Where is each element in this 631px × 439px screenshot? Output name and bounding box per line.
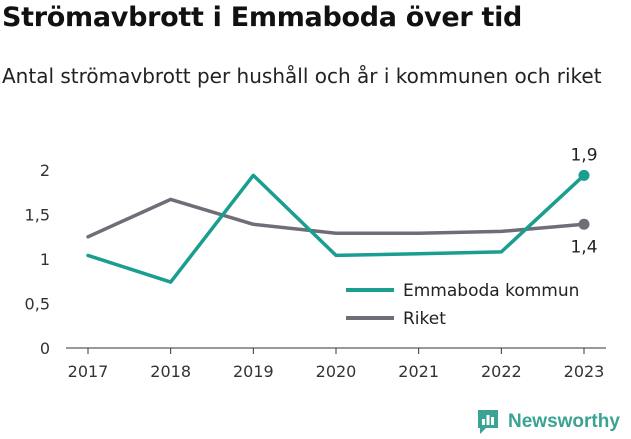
end-label-riket: 1,4 [570, 237, 597, 257]
y-tick-label: 2 [40, 161, 50, 180]
x-tick-label: 2020 [316, 362, 357, 381]
x-tick-label: 2018 [150, 362, 191, 381]
x-tick-label: 2019 [233, 362, 274, 381]
brand-name: Newsworthy [508, 411, 620, 432]
y-tick-label: 0,5 [25, 295, 50, 314]
newsworthy-logo-icon [478, 410, 498, 434]
end-point-riket [578, 218, 590, 230]
x-tick-label: 2022 [481, 362, 522, 381]
y-tick-label: 1,5 [25, 206, 50, 225]
end-point-emmaboda-kommun [578, 169, 590, 181]
x-tick-label: 2021 [398, 362, 439, 381]
x-tick-label: 2023 [564, 362, 605, 381]
chart-title: Strömavbrott i Emmaboda över tid [2, 2, 523, 33]
series-line-emmaboda-kommun [86, 173, 586, 284]
brand-logo: Newsworthy [476, 407, 620, 437]
end-label-emmaboda: 1,9 [570, 145, 597, 165]
y-tick-label: 1 [40, 250, 50, 269]
x-tick-label: 2017 [68, 362, 109, 381]
series-line-riket [86, 197, 586, 239]
legend-label: Emmaboda kommun [403, 281, 579, 301]
legend-label: Riket [403, 309, 446, 329]
y-tick-label: 0 [40, 339, 50, 358]
chart-subtitle: Antal strömavbrott per hushåll och år i … [2, 64, 602, 88]
